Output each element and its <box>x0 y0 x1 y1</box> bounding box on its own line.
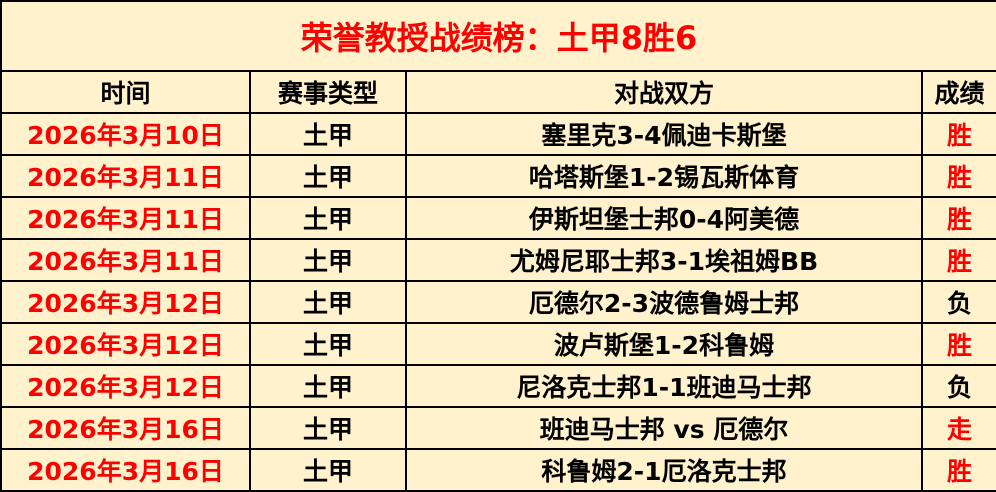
table-row: 2026年3月11日 土甲 哈塔斯堡1-2锡瓦斯体育胜 <box>0 154 996 198</box>
date-cell: 2026年3月16日 <box>0 406 251 450</box>
date-cell: 2026年3月10日 <box>0 112 251 156</box>
match-cell: 哈塔斯堡1-2锡瓦斯体育 <box>405 154 923 198</box>
table-row: 2026年3月12日 土甲 波卢斯堡1-2科鲁姆胜 <box>0 322 996 366</box>
result-cell: 胜 <box>920 112 996 156</box>
match-cell: 厄德尔2-3波德鲁姆士邦 <box>405 280 923 324</box>
match-cell: 塞里克3-4佩迪卡斯堡 <box>405 112 923 156</box>
result-cell: 胜 <box>920 238 996 282</box>
type-cell: 土甲 <box>249 448 407 492</box>
type-cell: 土甲 <box>249 112 407 156</box>
table-row: 2026年3月16日 土甲 科鲁姆2-1厄洛克士邦胜 <box>0 448 996 492</box>
date-cell: 2026年3月12日 <box>0 280 251 324</box>
type-cell: 土甲 <box>249 238 407 282</box>
result-cell: 胜 <box>920 154 996 198</box>
type-cell: 土甲 <box>249 406 407 450</box>
date-cell: 2026年3月12日 <box>0 322 251 366</box>
date-cell: 2026年3月11日 <box>0 238 251 282</box>
table-title: 荣誉教授战绩榜：土甲8胜6 <box>0 0 996 72</box>
match-cell: 波卢斯堡1-2科鲁姆 <box>405 322 923 366</box>
table-row: 2026年3月12日 土甲 尼洛克士邦1-1班迪马士邦负 <box>0 364 996 408</box>
match-cell: 尼洛克士邦1-1班迪马士邦 <box>405 364 923 408</box>
table-row: 2026年3月10日 土甲 塞里克3-4佩迪卡斯堡胜 <box>0 112 996 156</box>
result-cell: 胜 <box>920 448 996 492</box>
date-cell: 2026年3月11日 <box>0 154 251 198</box>
result-cell: 胜 <box>920 196 996 240</box>
header-row: 时间 赛事类型 对战双方 成绩 <box>0 70 996 114</box>
match-cell: 伊斯坦堡士邦0-4阿美德 <box>405 196 923 240</box>
date-cell: 2026年3月12日 <box>0 364 251 408</box>
header-type: 赛事类型 <box>249 70 407 114</box>
table-row: 2026年3月11日 土甲 伊斯坦堡士邦0-4阿美德胜 <box>0 196 996 240</box>
header-result: 成绩 <box>920 70 996 114</box>
date-cell: 2026年3月16日 <box>0 448 251 492</box>
result-cell: 负 <box>920 280 996 324</box>
type-cell: 土甲 <box>249 364 407 408</box>
table-row: 2026年3月11日 土甲 尤姆尼耶士邦3-1埃祖姆BB 胜 <box>0 238 996 282</box>
table-row: 2026年3月12日 土甲 厄德尔2-3波德鲁姆士邦负 <box>0 280 996 324</box>
match-cell: 尤姆尼耶士邦3-1埃祖姆BB <box>405 238 923 282</box>
header-match: 对战双方 <box>405 70 923 114</box>
date-cell: 2026年3月11日 <box>0 196 251 240</box>
match-cell: 科鲁姆2-1厄洛克士邦 <box>405 448 923 492</box>
type-cell: 土甲 <box>249 196 407 240</box>
result-cell: 胜 <box>920 322 996 366</box>
match-cell: 班迪马士邦 vs 厄德尔 <box>405 406 923 450</box>
table-row: 2026年3月16日 土甲 班迪马士邦 vs 厄德尔走 <box>0 406 996 450</box>
type-cell: 土甲 <box>249 154 407 198</box>
header-date: 时间 <box>0 70 251 114</box>
type-cell: 土甲 <box>249 322 407 366</box>
type-cell: 土甲 <box>249 280 407 324</box>
result-cell: 走 <box>920 406 996 450</box>
result-cell: 负 <box>920 364 996 408</box>
